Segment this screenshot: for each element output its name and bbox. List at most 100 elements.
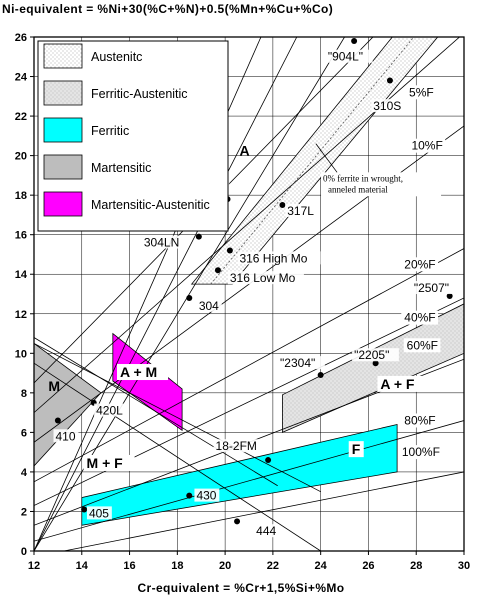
y-tick-label: 26: [15, 32, 27, 44]
annotation-arrow: [315, 143, 338, 173]
region-label: M: [48, 378, 60, 394]
grade-label-bg: [285, 203, 318, 217]
axis-ticks: 12 14 16 18 20 22 24 26 28 3002468101214161820222…: [15, 32, 470, 572]
x-tick-label: 30: [458, 560, 470, 572]
ferrite-label: 80%F: [404, 413, 435, 427]
ferrite-label: 5%F: [409, 85, 434, 99]
ferrite-label-bg: [401, 413, 439, 428]
grade-label: 317L: [287, 204, 314, 218]
legend: Austenitc Ferritic-Austenitic Ferritic Mart…: [37, 40, 229, 232]
grade-point: [186, 492, 193, 499]
legend-swatch: [43, 80, 83, 106]
legend-swatch: [43, 154, 83, 180]
grade-point: [317, 372, 324, 379]
x-tick-label: 14: [76, 560, 89, 572]
y-tick-label: 16: [15, 230, 27, 242]
grade-label: "2507": [414, 281, 449, 295]
annotation-text: anneled material: [328, 184, 388, 194]
ferrite-line: [34, 37, 461, 413]
grade-point: [226, 247, 233, 254]
y-tick-label: 2: [21, 506, 27, 518]
x-tick-label: 26: [362, 560, 374, 572]
grade-point: [214, 267, 221, 274]
grade-label: 444: [256, 524, 276, 538]
region-label: A + M: [120, 364, 157, 380]
ferrite-line: [34, 248, 464, 483]
annotation-bg: [321, 172, 442, 197]
region-label-bg: [377, 375, 429, 392]
ferrite-line: [61, 471, 464, 551]
ferrite-label: 10%F: [411, 139, 442, 153]
y-axis-title: Ni-equivalent = %Ni+30(%C+%N)+0.5(%Mn+%C…: [2, 2, 334, 16]
grade-label-bg: [213, 439, 261, 453]
x-tick-label: 12: [28, 560, 40, 572]
grade-label: 18-2FM: [216, 439, 257, 453]
grade-point: [195, 233, 202, 240]
grade-label-bg: [53, 429, 79, 443]
grade-label-bg: [94, 403, 127, 417]
x-tick-label: 28: [410, 560, 422, 572]
y-tick-label: 14: [15, 269, 28, 281]
grade-label: "2205": [354, 348, 389, 362]
ferrite-label-bg: [401, 310, 439, 325]
grade-label-bg: [352, 348, 399, 362]
grade-label-bg: [371, 99, 404, 113]
y-tick-label: 20: [15, 151, 27, 163]
region-label: M + F: [87, 455, 124, 471]
y-tick-label: 24: [15, 72, 28, 84]
grade-label-bg: [278, 356, 325, 370]
constitution-line: [34, 37, 298, 551]
grade-point: [386, 77, 393, 84]
grade-label: 410: [56, 429, 76, 443]
grade-label: 316 High Mo: [239, 251, 307, 265]
austenitic-band: [190, 37, 439, 285]
grade-label-bg: [141, 235, 182, 249]
grade-label: 310S: [373, 99, 401, 113]
ferrite-label: 40%F: [404, 311, 435, 325]
grade-point: [81, 506, 88, 513]
grade-label: 304: [199, 299, 219, 313]
grade-label-bg: [237, 251, 321, 265]
y-tick-label: 4: [21, 467, 28, 479]
region-label: A + F: [380, 376, 415, 392]
grade-label-bg: [86, 506, 112, 520]
y-tick-label: 6: [21, 427, 27, 439]
grade-label: "2304": [280, 356, 315, 370]
phase-regions: [34, 37, 464, 526]
grade-label: 405: [89, 506, 109, 520]
x-axis-title: Cr-equivalent = %Cr+1,5%Si+%Mo: [137, 581, 345, 595]
legend-label: Martensitic: [91, 161, 151, 175]
ferrite-label-bg: [398, 445, 444, 460]
grade-label: "904L": [328, 50, 363, 64]
ferrite-line: [34, 37, 374, 384]
grade-point: [265, 457, 272, 464]
grade-label: 430: [196, 489, 216, 503]
region-label-bg: [348, 441, 364, 458]
legend-swatch: [43, 43, 83, 69]
ferrite-label-bg: [401, 257, 439, 272]
grade-label-bg: [194, 488, 220, 502]
legend-label: Martensitic-Austenitic: [91, 198, 210, 212]
region-label: A: [239, 143, 249, 159]
martensitic-region: [34, 342, 102, 467]
grade-label: 316 Low Mo: [230, 271, 296, 285]
grade-label: 304LN: [144, 236, 179, 250]
region-label-bg: [83, 454, 135, 471]
grade-label-bg: [411, 281, 459, 295]
grade-point: [279, 202, 286, 209]
grade-label-bg: [325, 49, 373, 63]
y-tick-label: 0: [21, 546, 27, 558]
ferrite-label-bg: [408, 138, 446, 153]
grade-label-bg: [227, 271, 304, 285]
y-tick-label: 8: [21, 388, 27, 400]
x-tick-label: 16: [123, 560, 135, 572]
y-tick-label: 10: [15, 348, 27, 360]
constitution-line: [34, 343, 321, 493]
grade-label: 420L: [96, 404, 123, 418]
legend-swatch: [43, 191, 83, 217]
grade-point: [446, 292, 453, 299]
legend-label: Ferritic: [91, 124, 129, 138]
grade-point: [351, 37, 358, 44]
region-label: F: [352, 441, 361, 457]
